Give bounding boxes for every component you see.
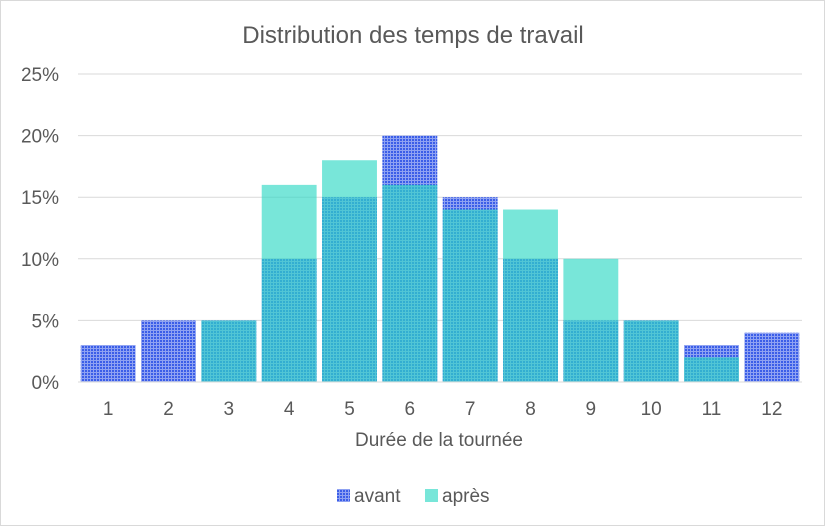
bar-apres xyxy=(684,357,739,382)
bar-apres xyxy=(503,209,558,382)
legend-swatch-avant xyxy=(337,489,350,502)
legend-label-apres: après xyxy=(442,486,490,507)
x-tick-label: 5 xyxy=(344,399,355,420)
x-tick-label: 12 xyxy=(761,399,782,420)
bar-apres xyxy=(261,184,317,382)
x-axis-title: Durée de la tournée xyxy=(355,430,523,451)
y-tick-label: 20% xyxy=(21,127,59,148)
bar-apres xyxy=(322,160,377,382)
y-axis-ticks: 0% 5% 10% 15% 20% 25% xyxy=(21,65,59,394)
legend-swatch-apres xyxy=(425,489,438,502)
y-tick-label: 15% xyxy=(21,188,59,209)
bar-avant xyxy=(80,345,136,382)
x-tick-label: 10 xyxy=(641,399,662,420)
series-apres xyxy=(201,160,739,382)
bar-apres xyxy=(382,184,438,382)
legend: avant après xyxy=(337,486,490,507)
gridlines xyxy=(78,73,802,321)
chart-title: Distribution des temps de travail xyxy=(242,22,583,49)
bar-avant xyxy=(744,332,800,382)
y-tick-label: 10% xyxy=(21,250,59,271)
y-tick-label: 25% xyxy=(21,65,59,86)
x-tick-label: 3 xyxy=(224,399,235,420)
bar-avant xyxy=(141,320,196,382)
x-tick-label: 8 xyxy=(525,399,536,420)
x-tick-label: 11 xyxy=(702,399,722,420)
bar-apres xyxy=(442,209,498,382)
x-tick-label: 4 xyxy=(284,399,295,420)
x-tick-label: 1 xyxy=(103,399,114,420)
x-axis-ticks: 1 2 3 4 5 6 7 8 9 10 11 12 xyxy=(103,399,783,420)
bar-apres xyxy=(623,320,679,382)
bar-apres xyxy=(563,258,619,382)
legend-label-avant: avant xyxy=(354,486,401,507)
y-tick-label: 0% xyxy=(32,373,60,394)
y-tick-label: 5% xyxy=(32,311,60,332)
x-tick-label: 9 xyxy=(586,399,597,420)
x-tick-label: 7 xyxy=(465,399,476,420)
bar-apres xyxy=(201,320,257,382)
x-tick-label: 6 xyxy=(405,399,416,420)
x-tick-label: 2 xyxy=(163,399,174,420)
